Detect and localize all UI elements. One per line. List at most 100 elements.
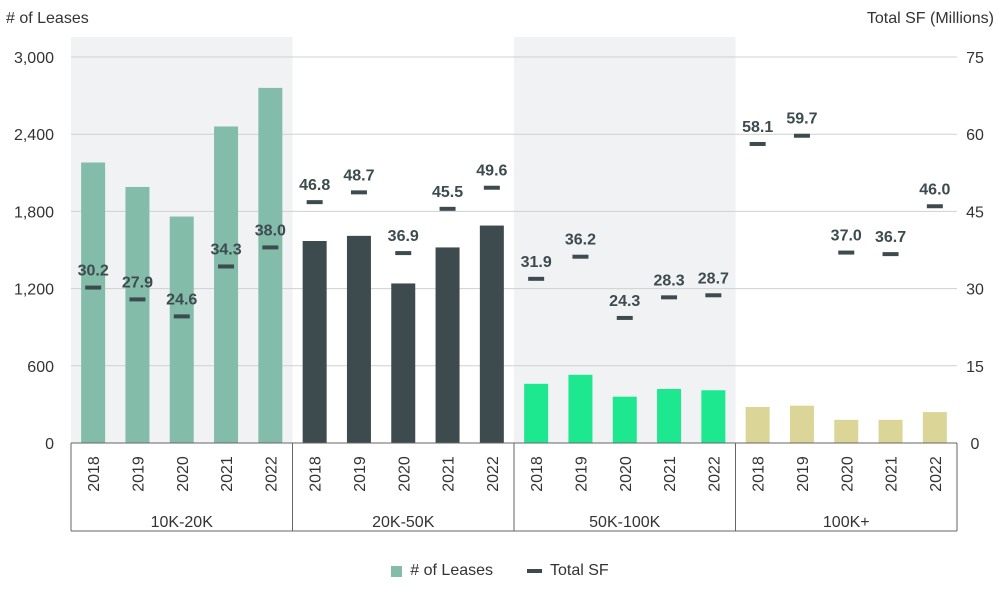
total-sf-marker xyxy=(838,250,855,255)
total-sf-marker xyxy=(616,315,633,320)
total-sf-marker xyxy=(572,254,589,259)
year-tick-label: 2021 xyxy=(662,456,679,492)
year-tick-label: 2019 xyxy=(130,456,147,492)
total-sf-marker xyxy=(262,245,279,250)
lease-bar xyxy=(701,390,726,443)
lease-bar xyxy=(922,412,947,443)
total-sf-marker xyxy=(926,204,943,209)
year-tick-label: 2020 xyxy=(175,456,192,492)
left-axis-title: # of Leases xyxy=(6,10,89,27)
total-sf-label: 59.7 xyxy=(786,111,817,128)
year-tick-label: 2019 xyxy=(352,456,369,492)
size-category-label: 20K-50K xyxy=(372,514,435,531)
year-tick-label: 2022 xyxy=(928,456,945,492)
year-tick-label: 2018 xyxy=(308,456,325,492)
total-sf-labels: 30.2 27.9 24.6 34.3 38.0 46.8 48.7 36.9 45.5 49.6… xyxy=(78,111,951,310)
group-shade xyxy=(514,37,736,443)
total-sf-marker xyxy=(218,264,235,269)
total-sf-marker xyxy=(528,276,545,281)
total-sf-marker xyxy=(85,285,102,290)
total-sf-marker xyxy=(882,252,899,257)
legend-swatch-leases xyxy=(391,565,403,577)
left-tick-label: 1,800 xyxy=(14,204,54,221)
right-tick-label: 75 xyxy=(966,50,984,67)
lease-bar xyxy=(125,186,150,443)
right-axis-title: Total SF (Millions) xyxy=(867,10,994,27)
left-tick-label: 600 xyxy=(27,359,54,376)
right-tick-label: 60 xyxy=(966,127,984,144)
right-tick-label: 30 xyxy=(966,282,984,299)
lease-bar xyxy=(878,419,903,443)
legend-swatch-total-sf xyxy=(527,569,543,573)
group-shading xyxy=(71,37,736,443)
total-sf-label: 28.7 xyxy=(698,270,729,287)
total-sf-marker xyxy=(306,200,323,205)
year-tick-label: 2018 xyxy=(751,456,768,492)
total-sf-label: 36.7 xyxy=(875,229,906,246)
total-sf-marker xyxy=(749,141,766,146)
legend-item-total-sf: Total SF xyxy=(527,562,609,580)
year-tick-label: 2018 xyxy=(529,456,546,492)
total-sf-markers xyxy=(85,133,943,320)
total-sf-label: 24.3 xyxy=(609,293,640,310)
right-tick-label: 15 xyxy=(966,359,984,376)
total-sf-label: 46.8 xyxy=(299,177,330,194)
total-sf-marker xyxy=(705,293,722,298)
total-sf-label: 49.6 xyxy=(476,163,507,180)
total-sf-label: 28.3 xyxy=(653,272,684,289)
total-sf-marker xyxy=(350,190,367,195)
total-sf-marker xyxy=(173,314,190,319)
legend-label-leases: # of Leases xyxy=(410,562,494,579)
lease-bar xyxy=(81,162,106,444)
total-sf-label: 48.7 xyxy=(343,167,374,184)
legend: # of Leases Total SF xyxy=(0,562,1000,580)
total-sf-label: 27.9 xyxy=(122,274,153,291)
lease-bar xyxy=(524,383,549,443)
lease-bar xyxy=(745,406,770,443)
total-sf-label: 24.6 xyxy=(166,291,197,308)
year-tick-label: 2021 xyxy=(441,456,458,492)
year-tick-label: 2021 xyxy=(219,456,236,492)
year-tick-label: 2018 xyxy=(86,456,103,492)
lease-bar xyxy=(479,225,504,443)
total-sf-marker xyxy=(129,297,146,302)
lease-bar xyxy=(834,419,859,443)
total-sf-label: 31.9 xyxy=(521,254,552,271)
year-tick-label: 2020 xyxy=(618,456,635,492)
size-category-label: 50K-100K xyxy=(589,514,660,531)
year-tick-label: 2019 xyxy=(573,456,590,492)
lease-bar xyxy=(612,396,637,443)
year-tick-label: 2022 xyxy=(485,456,502,492)
lease-bar xyxy=(258,87,283,443)
total-sf-label: 30.2 xyxy=(78,263,109,280)
lease-bar xyxy=(346,235,371,443)
axes: 0 600 1,200 1,800 2,400 3,000 0 15 30 45 60 75 2018 2… xyxy=(14,50,984,532)
year-tick-label: 2019 xyxy=(795,456,812,492)
total-sf-label: 46.0 xyxy=(919,181,950,198)
left-tick-label: 0 xyxy=(45,436,54,453)
left-tick-label: 3,000 xyxy=(14,50,54,67)
size-category-label: 100K+ xyxy=(823,514,870,531)
total-sf-marker xyxy=(395,251,412,256)
size-category-label: 10K-20K xyxy=(151,514,214,531)
lease-bar xyxy=(568,374,593,443)
lease-bar xyxy=(391,283,416,443)
left-tick-label: 1,200 xyxy=(14,282,54,299)
total-sf-label: 58.1 xyxy=(742,119,773,136)
total-sf-marker xyxy=(793,133,810,138)
legend-item-leases: # of Leases xyxy=(391,562,493,580)
lease-bar xyxy=(435,247,460,443)
total-sf-label: 36.2 xyxy=(565,232,596,249)
lease-bar xyxy=(214,126,239,443)
year-tick-label: 2020 xyxy=(396,456,413,492)
lease-bar xyxy=(302,240,327,443)
total-sf-label: 38.0 xyxy=(255,222,286,239)
lease-bar xyxy=(169,216,194,443)
lease-bar xyxy=(657,388,682,443)
total-sf-marker xyxy=(439,206,456,211)
total-sf-marker xyxy=(661,295,678,300)
right-tick-label: 45 xyxy=(966,204,984,221)
total-sf-label: 37.0 xyxy=(831,228,862,245)
total-sf-marker xyxy=(483,185,500,190)
